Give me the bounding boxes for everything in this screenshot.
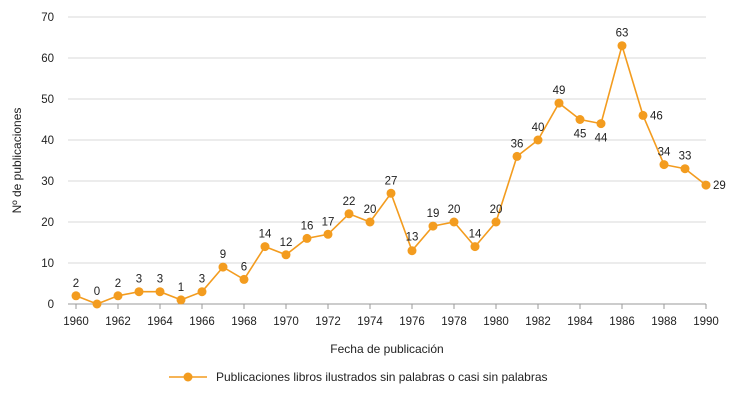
- x-tick-label: 1988: [651, 316, 677, 328]
- data-label: 27: [385, 175, 398, 187]
- data-label: 17: [322, 216, 335, 228]
- data-label: 29: [713, 180, 726, 192]
- data-point: [638, 110, 648, 120]
- data-point: [71, 291, 81, 301]
- y-tick-label: 20: [41, 217, 54, 229]
- data-label: 19: [427, 208, 440, 220]
- data-label: 46: [650, 110, 663, 122]
- legend-label: Publicaciones libros ilustrados sin pala…: [216, 370, 548, 384]
- data-point: [407, 246, 417, 256]
- data-label: 6: [241, 261, 247, 273]
- data-point: [281, 250, 291, 260]
- x-tick-label: 1978: [441, 316, 467, 328]
- data-point: [554, 98, 564, 108]
- data-point: [239, 274, 249, 284]
- y-tick-label: 30: [41, 176, 54, 188]
- data-label: 3: [199, 274, 205, 286]
- data-label: 33: [679, 151, 692, 163]
- data-point: [428, 221, 438, 231]
- y-axis-title: Nº de publicaciones: [10, 108, 24, 214]
- y-tick-label: 70: [41, 12, 54, 24]
- x-tick-label: 1984: [567, 316, 593, 328]
- data-point: [197, 287, 207, 297]
- data-point: [92, 299, 102, 309]
- gridlines: [68, 16, 706, 264]
- x-tick-label: 1990: [693, 316, 719, 328]
- data-point: [680, 164, 690, 174]
- data-point: [596, 119, 606, 129]
- data-point: [155, 287, 165, 297]
- data-label: 36: [511, 138, 524, 150]
- x-axis-ticks: 1960 1962 1964 1966 1968 1970 1972 1974 1976 1978…: [63, 304, 719, 328]
- data-point: [617, 41, 627, 51]
- y-axis-ticks: 0 10 20 30 40 50 60 70: [41, 12, 54, 311]
- data-point: [113, 291, 123, 301]
- data-point: [512, 151, 522, 161]
- data-label: 2: [115, 278, 121, 290]
- x-tick-label: 1976: [399, 316, 425, 328]
- data-label: 34: [658, 147, 671, 159]
- legend-marker: [183, 372, 193, 382]
- data-label: 44: [595, 133, 608, 145]
- y-tick-label: 40: [41, 135, 54, 147]
- data-label: 20: [448, 204, 461, 216]
- y-tick-label: 50: [41, 94, 54, 106]
- data-label: 63: [616, 28, 629, 40]
- x-tick-label: 1970: [273, 316, 299, 328]
- x-tick-label: 1986: [609, 316, 635, 328]
- data-point: [470, 242, 480, 252]
- x-axis-title: Fecha de publicación: [330, 342, 443, 356]
- data-label: 13: [406, 232, 419, 244]
- y-tick-label: 60: [41, 53, 54, 65]
- x-tick-label: 1960: [63, 316, 89, 328]
- data-point: [659, 160, 669, 170]
- data-label: 3: [157, 274, 163, 286]
- x-tick-label: 1974: [357, 316, 383, 328]
- data-label: 0: [94, 286, 100, 298]
- data-point: [260, 242, 270, 252]
- data-label: 45: [574, 129, 587, 141]
- data-point: [365, 217, 375, 227]
- y-tick-label: 0: [48, 299, 54, 311]
- data-point: [176, 295, 186, 305]
- data-label: 14: [259, 229, 272, 241]
- x-tick-label: 1980: [483, 316, 509, 328]
- y-tick-label: 10: [41, 258, 54, 270]
- x-tick-label: 1966: [189, 316, 215, 328]
- x-tick-label: 1962: [105, 316, 131, 328]
- data-point: [449, 217, 459, 227]
- data-point: [218, 262, 228, 272]
- data-point: [386, 188, 396, 198]
- data-label: 22: [343, 196, 356, 208]
- data-point: [575, 115, 585, 124]
- x-tick-label: 1968: [231, 316, 257, 328]
- data-point: [302, 233, 312, 243]
- data-point: [701, 180, 711, 190]
- data-label: 1: [178, 282, 184, 294]
- data-label: 12: [280, 237, 293, 249]
- x-tick-label: 1964: [147, 316, 173, 328]
- data-label: 20: [490, 204, 503, 216]
- data-point: [134, 287, 144, 297]
- data-label: 14: [469, 229, 482, 241]
- data-point: [491, 217, 501, 227]
- data-label: 2: [73, 278, 79, 290]
- x-tick-label: 1972: [315, 316, 341, 328]
- data-point: [323, 229, 333, 239]
- data-label: 16: [301, 220, 314, 232]
- data-point: [533, 135, 543, 145]
- data-label: 40: [532, 122, 545, 134]
- data-label: 49: [553, 85, 566, 97]
- data-label: 20: [364, 204, 377, 216]
- data-point: [344, 209, 354, 219]
- x-tick-label: 1982: [525, 316, 551, 328]
- data-label: 9: [220, 249, 226, 261]
- data-points: [71, 41, 711, 309]
- data-label: 3: [136, 274, 142, 286]
- legend: Publicaciones libros ilustrados sin pala…: [169, 370, 548, 384]
